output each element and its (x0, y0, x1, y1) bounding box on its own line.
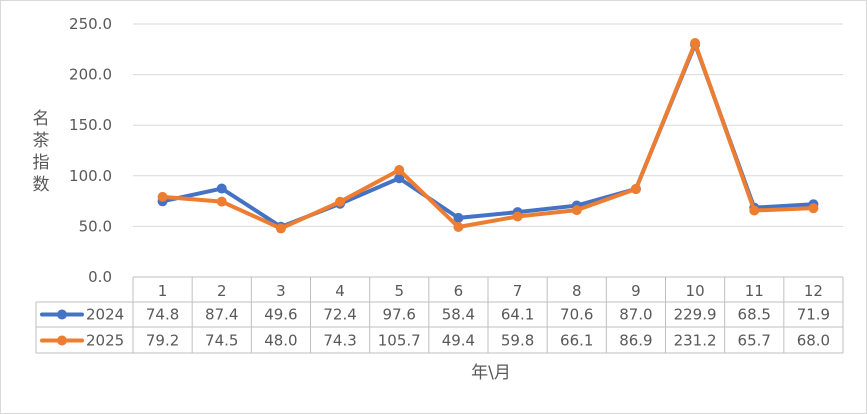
data-point (630, 184, 641, 195)
x-category-label: 2 (217, 282, 227, 300)
x-category-label: 12 (804, 282, 823, 300)
data-point (512, 211, 523, 222)
legend-entry: 2025 (40, 332, 124, 350)
series-lines (157, 38, 819, 234)
table-value: 64.1 (501, 306, 534, 324)
table-value: 79.2 (146, 332, 179, 350)
table-value: 229.9 (674, 306, 717, 324)
data-point (394, 165, 405, 176)
series-2025 (157, 38, 819, 234)
y-axis-label-char: 数 (33, 175, 50, 195)
x-category-label: 3 (276, 282, 286, 300)
data-point (216, 183, 227, 194)
legend-key-marker (57, 309, 67, 320)
x-category-label: 9 (631, 282, 641, 300)
table-value: 48.0 (264, 332, 297, 350)
table-value: 105.7 (378, 332, 421, 350)
table-value: 87.4 (205, 306, 238, 324)
x-category-label: 1 (158, 282, 168, 300)
legend-entry: 2024 (40, 306, 124, 324)
table-value: 49.4 (442, 332, 475, 350)
table-value: 66.1 (560, 332, 593, 350)
table-value: 71.9 (797, 306, 830, 324)
data-point (335, 196, 346, 207)
data-point (275, 223, 286, 234)
x-category-label: 10 (686, 282, 705, 300)
table-value: 59.8 (501, 332, 534, 350)
legend-key-marker (57, 335, 67, 346)
x-category-label: 6 (454, 282, 464, 300)
table-value: 58.4 (442, 306, 475, 324)
table-value: 231.2 (674, 332, 717, 350)
x-category-label: 11 (745, 282, 764, 300)
table-value: 74.5 (205, 332, 238, 350)
y-tick-label: 250.0 (69, 15, 112, 33)
data-point (216, 196, 227, 207)
table-value: 97.6 (383, 306, 416, 324)
x-axis-label: 年\月 (471, 363, 511, 383)
legend-series-name: 2024 (86, 306, 124, 324)
table-value: 72.4 (323, 306, 356, 324)
data-point (749, 205, 760, 216)
table-value: 87.0 (619, 306, 652, 324)
y-axis-label-char: 名 (33, 109, 50, 129)
data-point (453, 212, 464, 223)
x-category-label: 8 (572, 282, 582, 300)
y-tick-label: 100.0 (69, 167, 112, 185)
data-point (394, 173, 405, 184)
data-point (808, 203, 819, 214)
table-value: 49.6 (264, 306, 297, 324)
y-tick-label: 200.0 (69, 66, 112, 84)
y-tick-label: 50.0 (79, 217, 112, 235)
y-axis-label-char: 茶 (33, 131, 50, 151)
table-value: 68.0 (797, 332, 830, 350)
data-point (157, 191, 168, 202)
table-value: 86.9 (619, 332, 652, 350)
x-category-label: 5 (394, 282, 404, 300)
y-axis-label: 名茶指数 (33, 109, 50, 195)
legend-series-name: 2025 (86, 332, 124, 350)
y-tick-label: 0.0 (88, 268, 112, 286)
table-value: 74.3 (323, 332, 356, 350)
table-value: 70.6 (560, 306, 593, 324)
data-point (571, 205, 582, 216)
table-value: 65.7 (738, 332, 771, 350)
table-value: 68.5 (738, 306, 771, 324)
x-category-label: 4 (335, 282, 345, 300)
y-tick-label: 150.0 (69, 116, 112, 134)
table-value: 74.8 (146, 306, 179, 324)
y-axis-label-char: 指 (33, 153, 50, 173)
x-category-label: 7 (513, 282, 523, 300)
data-point (453, 222, 464, 233)
y-axis-ticks: 0.0 50.0 100.0 150.0 200.0 250.0 (69, 15, 112, 286)
data-point (690, 38, 701, 49)
series-line (160, 41, 816, 231)
gridlines (133, 23, 843, 227)
